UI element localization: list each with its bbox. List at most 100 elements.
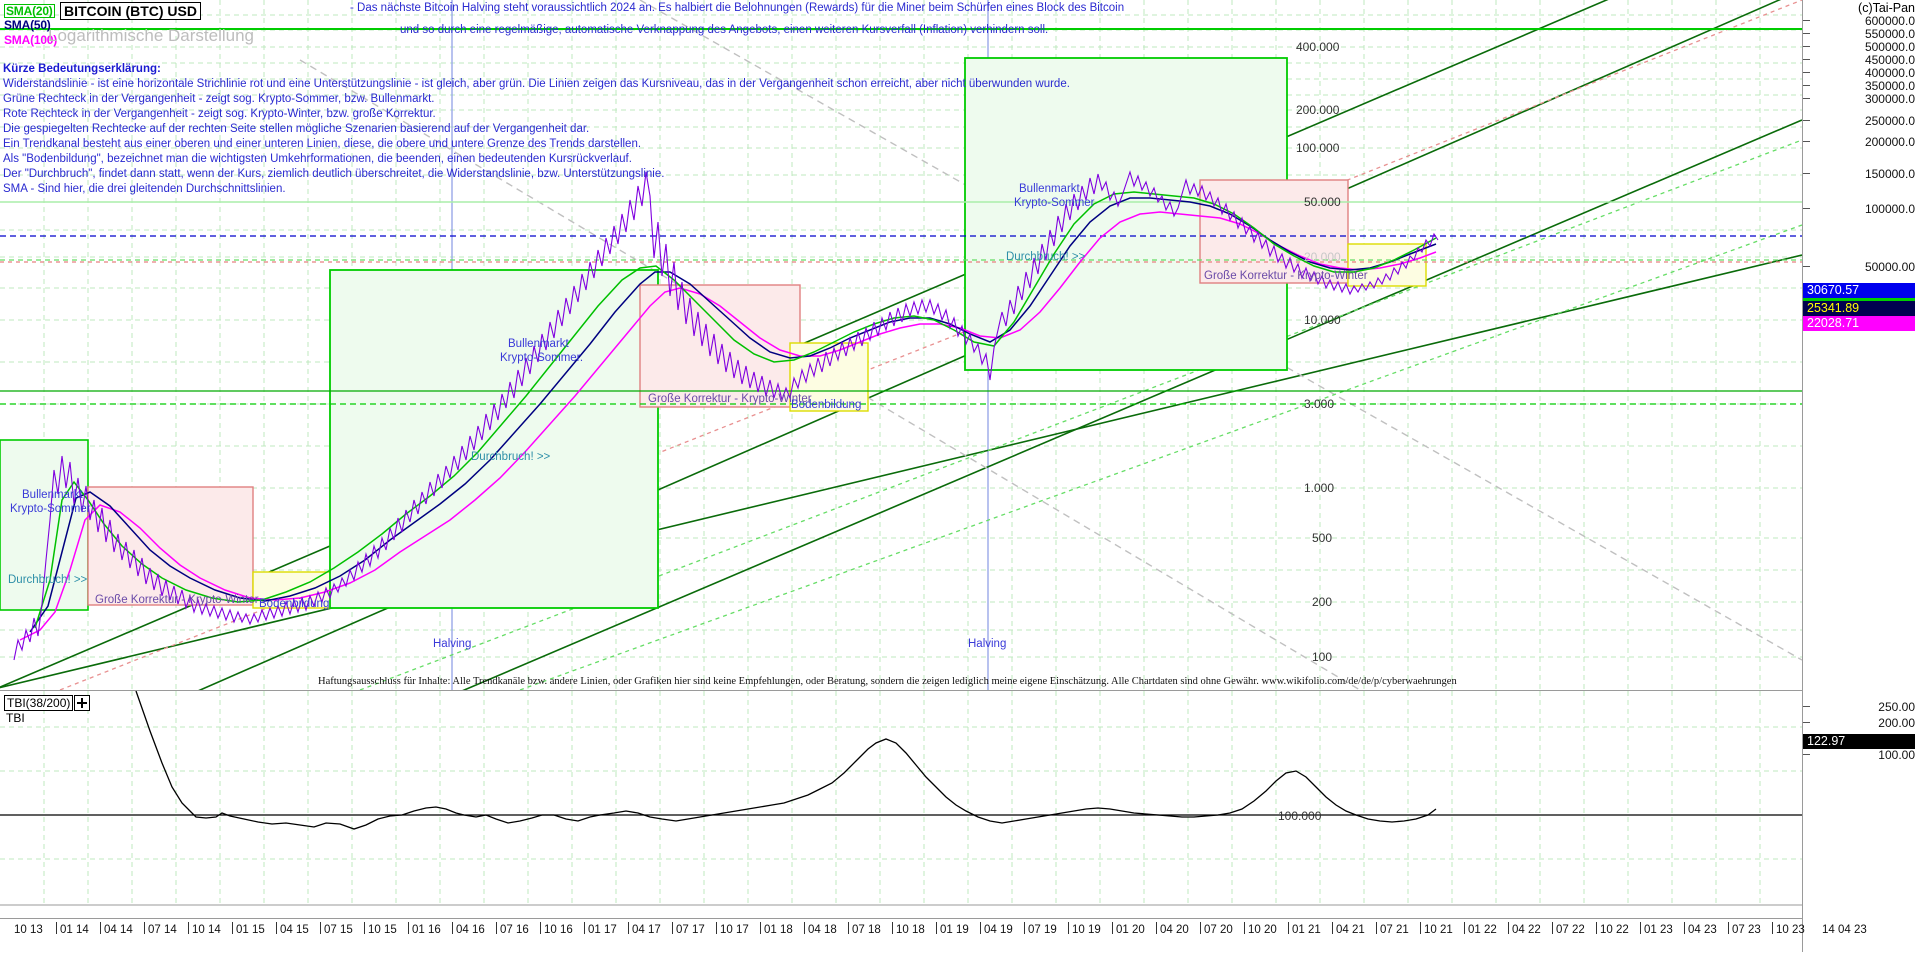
time-tick-35: 07 22 <box>1556 924 1585 936</box>
time-tick-26: 04 20 <box>1160 924 1189 936</box>
top-note-line-1: - Das nächste Bitcoin Halving steht vora… <box>350 2 1125 14</box>
legend-sma20[interactable]: SMA(20) <box>4 4 55 18</box>
time-tick-3: 07 14 <box>148 924 177 936</box>
time-tick-40: 10 23 <box>1776 924 1805 936</box>
explanation-line-5: Ein Trendkanal besteht aus einer oberen … <box>3 138 642 150</box>
explanation-line-6: Als "Bodenbildung", bezeichnet man die w… <box>3 153 632 165</box>
time-tick-24: 10 19 <box>1072 924 1101 936</box>
time-tick-38: 04 23 <box>1688 924 1717 936</box>
annotation-bullenmarkt-1: Bullenmarkt <box>22 489 83 501</box>
time-tick-19: 07 18 <box>852 924 881 936</box>
time-tick-34: 04 22 <box>1512 924 1541 936</box>
tbi-line <box>135 691 1437 830</box>
time-tick-9: 01 16 <box>412 924 441 936</box>
axis-label-300000: 300000.0 <box>1864 92 1915 106</box>
axis-label-50000: 50000.00 <box>1864 260 1915 274</box>
annotation-korrektur-2: Große Korrektur - Krypto-Winter <box>648 393 812 405</box>
time-tick-10: 04 16 <box>456 924 485 936</box>
axis-label-550000: 550000.0 <box>1864 27 1915 41</box>
time-tick-4: 10 14 <box>192 924 221 936</box>
price-tag-sma50: 25341.89 <box>1803 301 1915 316</box>
price-label-3000: 3.000 <box>1304 397 1335 411</box>
price-label-100: 100 <box>1312 650 1333 664</box>
time-tick-16: 10 17 <box>720 924 749 936</box>
annotation-bullenmarkt-2: Bullenmarkt <box>508 338 569 350</box>
price-label-500: 500 <box>1312 531 1333 545</box>
axis-label-500000: 500000.0 <box>1864 40 1915 54</box>
annotation-korrektur-1: Große Korrektur - Krypto-Winter <box>95 594 259 606</box>
price-label-20000: 20.000 <box>1304 250 1341 264</box>
annotation-halving-2: Halving <box>968 638 1007 650</box>
expand-icon[interactable] <box>74 695 90 711</box>
axis-label-250000: 250000.0 <box>1864 114 1915 128</box>
tbi-axis-label-100: 100.00 <box>1878 748 1915 762</box>
annotation-bullenmarkt-3: Bullenmarkt <box>1019 183 1080 195</box>
annotation-bodenbildung-1: Bodenbildung <box>259 598 330 610</box>
explanation-line-1: Widerstandslinie - ist eine horizontale … <box>3 78 1070 90</box>
price-label-400000: 400.000 <box>1296 40 1340 54</box>
time-tick-27: 07 20 <box>1204 924 1233 936</box>
time-tick-23: 07 19 <box>1028 924 1057 936</box>
time-tick-2: 04 14 <box>104 924 133 936</box>
annotation-durchbruch-1: Durchbruch! >> <box>8 574 88 586</box>
tbi-indicator-panel[interactable]: TBI(38/200) TBI 100.000 <box>0 690 1802 919</box>
price-label-200000: 200.000 <box>1296 103 1340 117</box>
disclaimer-text: Haftungsausschluss für Inhalte: Alle Tre… <box>318 676 1457 687</box>
annotation-korrektur-3: Große Korrektur - Krypto-Winter <box>1204 270 1368 282</box>
annotation-krypto-sommer-1: Krypto-Sommer <box>10 503 91 515</box>
price-label-50000: 50.000 <box>1304 195 1341 209</box>
axis-label-600000: 600000.0 <box>1864 14 1915 28</box>
price-label-100000: 100.000 <box>1296 141 1340 155</box>
explanation-block: Kürze Bedeutungserklärung: Widerstandsli… <box>3 62 1070 197</box>
time-tick-18: 04 18 <box>808 924 837 936</box>
price-tag-last: 30670.57 <box>1803 283 1915 298</box>
support-resistance-lines <box>0 28 1802 405</box>
symbol-title[interactable]: BITCOIN (BTC) USD <box>60 2 201 20</box>
time-tick-29: 01 21 <box>1292 924 1321 936</box>
time-tick-39: 07 23 <box>1732 924 1761 936</box>
top-note-line-2: und so durch eine regelmäßige, automatis… <box>400 24 1049 36</box>
time-tick-33: 01 22 <box>1468 924 1497 936</box>
price-chart-panel[interactable]: SMA(20) SMA(50) SMA(100) BITCOIN (BTC) U… <box>0 0 1802 690</box>
price-line <box>13 170 1439 661</box>
time-tick-31: 07 21 <box>1380 924 1409 936</box>
time-tick-11: 07 16 <box>500 924 529 936</box>
price-tag-sma100: 22028.71 <box>1803 316 1915 331</box>
time-tick-0: 10 13 <box>14 924 43 936</box>
time-axis[interactable]: 10 13 01 14 04 14 07 14 10 14 01 15 04 1… <box>0 918 1867 953</box>
tbi-legend-box[interactable]: TBI(38/200) <box>4 695 74 711</box>
tbi-inner-label: 100.000 <box>1278 809 1322 823</box>
axis-label-100000: 100000.0 <box>1864 202 1915 216</box>
time-tick-7: 07 15 <box>324 924 353 936</box>
axis-label-350000: 350000.0 <box>1864 79 1915 93</box>
tbi-axis-label-200: 200.00 <box>1878 716 1915 730</box>
explanation-line-3: Rote Rechteck in der Vergangenheit - zei… <box>3 108 436 120</box>
time-tick-current: 14 04 23 <box>1822 924 1867 936</box>
time-tick-22: 04 19 <box>984 924 1013 936</box>
explanation-heading: Kürze Bedeutungserklärung: <box>3 63 161 75</box>
time-tick-25: 01 20 <box>1116 924 1145 936</box>
tbi-current-tag: 122.97 <box>1803 734 1915 749</box>
annotation-bodenbildung-2: Bodenbildung <box>791 399 862 411</box>
time-tick-15: 07 17 <box>676 924 705 936</box>
copyright-label: (c)Tai-Pan <box>1858 1 1915 15</box>
time-tick-8: 10 15 <box>368 924 397 936</box>
price-label-10000: 10.000 <box>1304 313 1341 327</box>
annotation-krypto-sommer-3: Krypto-Sommer <box>1014 197 1095 209</box>
time-tick-1: 01 14 <box>60 924 89 936</box>
explanation-line-2: Grüne Rechteck in der Vergangenheit - ze… <box>3 93 435 105</box>
legend-sma100[interactable]: SMA(100) <box>4 33 58 47</box>
time-tick-5: 01 15 <box>236 924 265 936</box>
axis-label-450000: 450000.0 <box>1864 53 1915 67</box>
time-tick-37: 01 23 <box>1644 924 1673 936</box>
annotation-halving-1: Halving <box>433 638 472 650</box>
axis-label-400000: 400000.0 <box>1864 66 1915 80</box>
price-axis-panel[interactable]: (c)Tai-Pan 600000.0 550000.0 500000.0 45… <box>1802 0 1916 952</box>
price-label-1000: 1.000 <box>1304 481 1335 495</box>
legend-sma50[interactable]: SMA(50) <box>4 18 51 32</box>
annotation-krypto-sommer-2: Krypto-Sommer. <box>500 352 584 364</box>
price-chart-graphics <box>0 0 1802 690</box>
tbi-series-name: TBI <box>6 711 25 725</box>
explanation-line-4: Die gespiegelten Rechtecke auf der recht… <box>3 123 590 135</box>
